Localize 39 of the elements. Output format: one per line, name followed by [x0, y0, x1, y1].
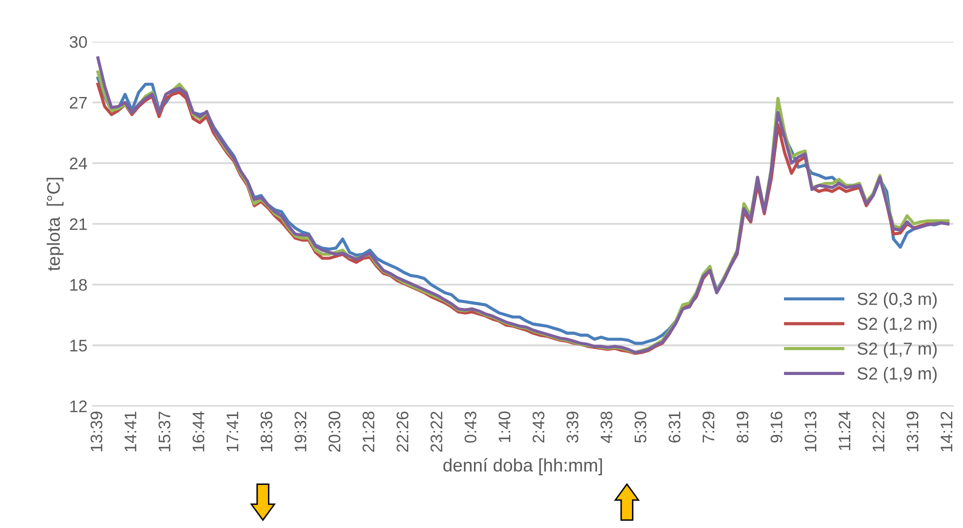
x-tick-label: 0:43	[464, 412, 476, 443]
x-tick-label: 2:43	[532, 412, 544, 442]
x-tick-label: 20:30	[328, 412, 340, 452]
x-tick-label: 8:19	[736, 412, 748, 443]
x-tick-label: 9:16	[770, 412, 782, 443]
x-tick-label: 16:44	[192, 411, 204, 452]
x-tick-label: 4:38	[600, 412, 612, 443]
x-tick-label: 21:28	[362, 412, 374, 452]
y-tick-label: 30	[70, 36, 87, 48]
x-tick-label: 23:22	[430, 412, 442, 452]
y-tick-label: 24	[70, 158, 88, 170]
x-tick-label: 14:41	[124, 412, 136, 452]
x-tick-label: 10:13	[804, 412, 816, 452]
x-tick-label: 13:19	[906, 412, 918, 452]
legend-label: S2 (0,3 m)	[858, 292, 937, 309]
legend-label: S2 (1,7 m)	[858, 342, 937, 358]
x-tick-label: 3:39	[566, 412, 578, 443]
y-tick-label: 12	[70, 400, 87, 412]
x-axis-title: denní doba [hh:mm]	[443, 458, 602, 476]
x-tick-label: 13:39	[90, 412, 102, 452]
x-tick-label: 5:30	[634, 412, 646, 443]
x-tick-label: 15:37	[158, 412, 170, 452]
x-tick-label: 18:36	[260, 412, 272, 452]
x-tick-label: 7:29	[702, 412, 714, 442]
legend-label: S2 (1,9 m)	[858, 366, 937, 384]
x-tick-label: 6:31	[668, 412, 680, 442]
y-axis-title: teplota [°C]	[46, 178, 64, 271]
y-tick-label: 18	[70, 278, 87, 291]
x-tick-label: 19:32	[294, 412, 306, 452]
y-tick-label: 21	[70, 218, 87, 230]
legend-label: S2 (1,2 m)	[858, 317, 937, 334]
y-tick-label: 15	[70, 340, 87, 352]
x-tick-label: 11:24	[838, 411, 850, 450]
x-tick-label: 17:41	[226, 412, 238, 452]
y-tick-label: 27	[70, 96, 87, 108]
x-tick-label: 1:40	[498, 412, 510, 442]
x-tick-label: 22:26	[396, 412, 408, 452]
x-tick-label: 12:22	[872, 412, 884, 452]
x-tick-label: 14:12	[940, 412, 952, 452]
